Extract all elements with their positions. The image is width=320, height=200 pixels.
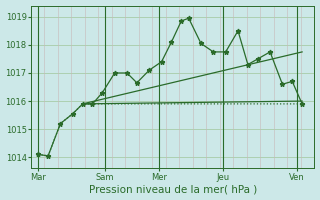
- X-axis label: Pression niveau de la mer( hPa ): Pression niveau de la mer( hPa ): [89, 184, 257, 194]
